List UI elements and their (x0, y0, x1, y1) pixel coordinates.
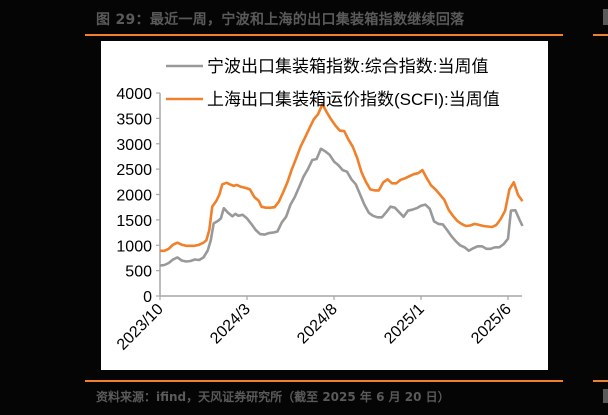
line-chart: 0 500 1000 1500 2000 2500 3000 3500 4000 2023/10 2… (114, 57, 524, 354)
x-tick-label: 2024/8 (294, 301, 341, 348)
top-rule (85, 34, 563, 36)
legend-label-scfi: 上海出口集装箱运价指数(SCFI):当周值 (207, 90, 500, 109)
adjacent-source-fragment (603, 389, 608, 403)
figure-title: 图 29：最近一周，宁波和上海的出口集装箱指数继续回落 (96, 12, 465, 28)
adjacent-figure-title-fragment (603, 9, 608, 25)
top-rule-adjacent (593, 34, 608, 36)
y-tick-label: 0 (143, 289, 152, 306)
y-tick-label: 2000 (116, 188, 152, 205)
y-tick-label: 3500 (116, 111, 152, 128)
y-tick-label: 3000 (116, 137, 152, 154)
bottom-rule-adjacent (593, 380, 608, 382)
series-line-scfi (160, 102, 524, 253)
x-tick-label: 2025/1 (381, 301, 428, 348)
y-tick-label: 4000 (116, 86, 152, 103)
x-tick-label: 2023/10 (114, 301, 167, 354)
legend-label-ningbo: 宁波出口集装箱指数:综合指数:当周值 (207, 57, 488, 76)
x-tick-label: 2025/6 (468, 301, 515, 348)
source-note: 资料来源：ifind，天风证券研究所（截至 2025 年 6 月 20 日） (96, 390, 450, 404)
y-tick-label: 500 (125, 264, 152, 281)
series-line-ningbo (159, 147, 524, 267)
chart-panel: 0 500 1000 1500 2000 2500 3000 3500 4000 2023/10 2… (101, 41, 548, 370)
x-tick-label: 2024/3 (207, 301, 254, 348)
y-tick-label: 1000 (116, 238, 152, 255)
y-tick-label: 2500 (116, 162, 152, 179)
bottom-rule (85, 380, 563, 382)
y-tick-label: 1500 (116, 213, 152, 230)
